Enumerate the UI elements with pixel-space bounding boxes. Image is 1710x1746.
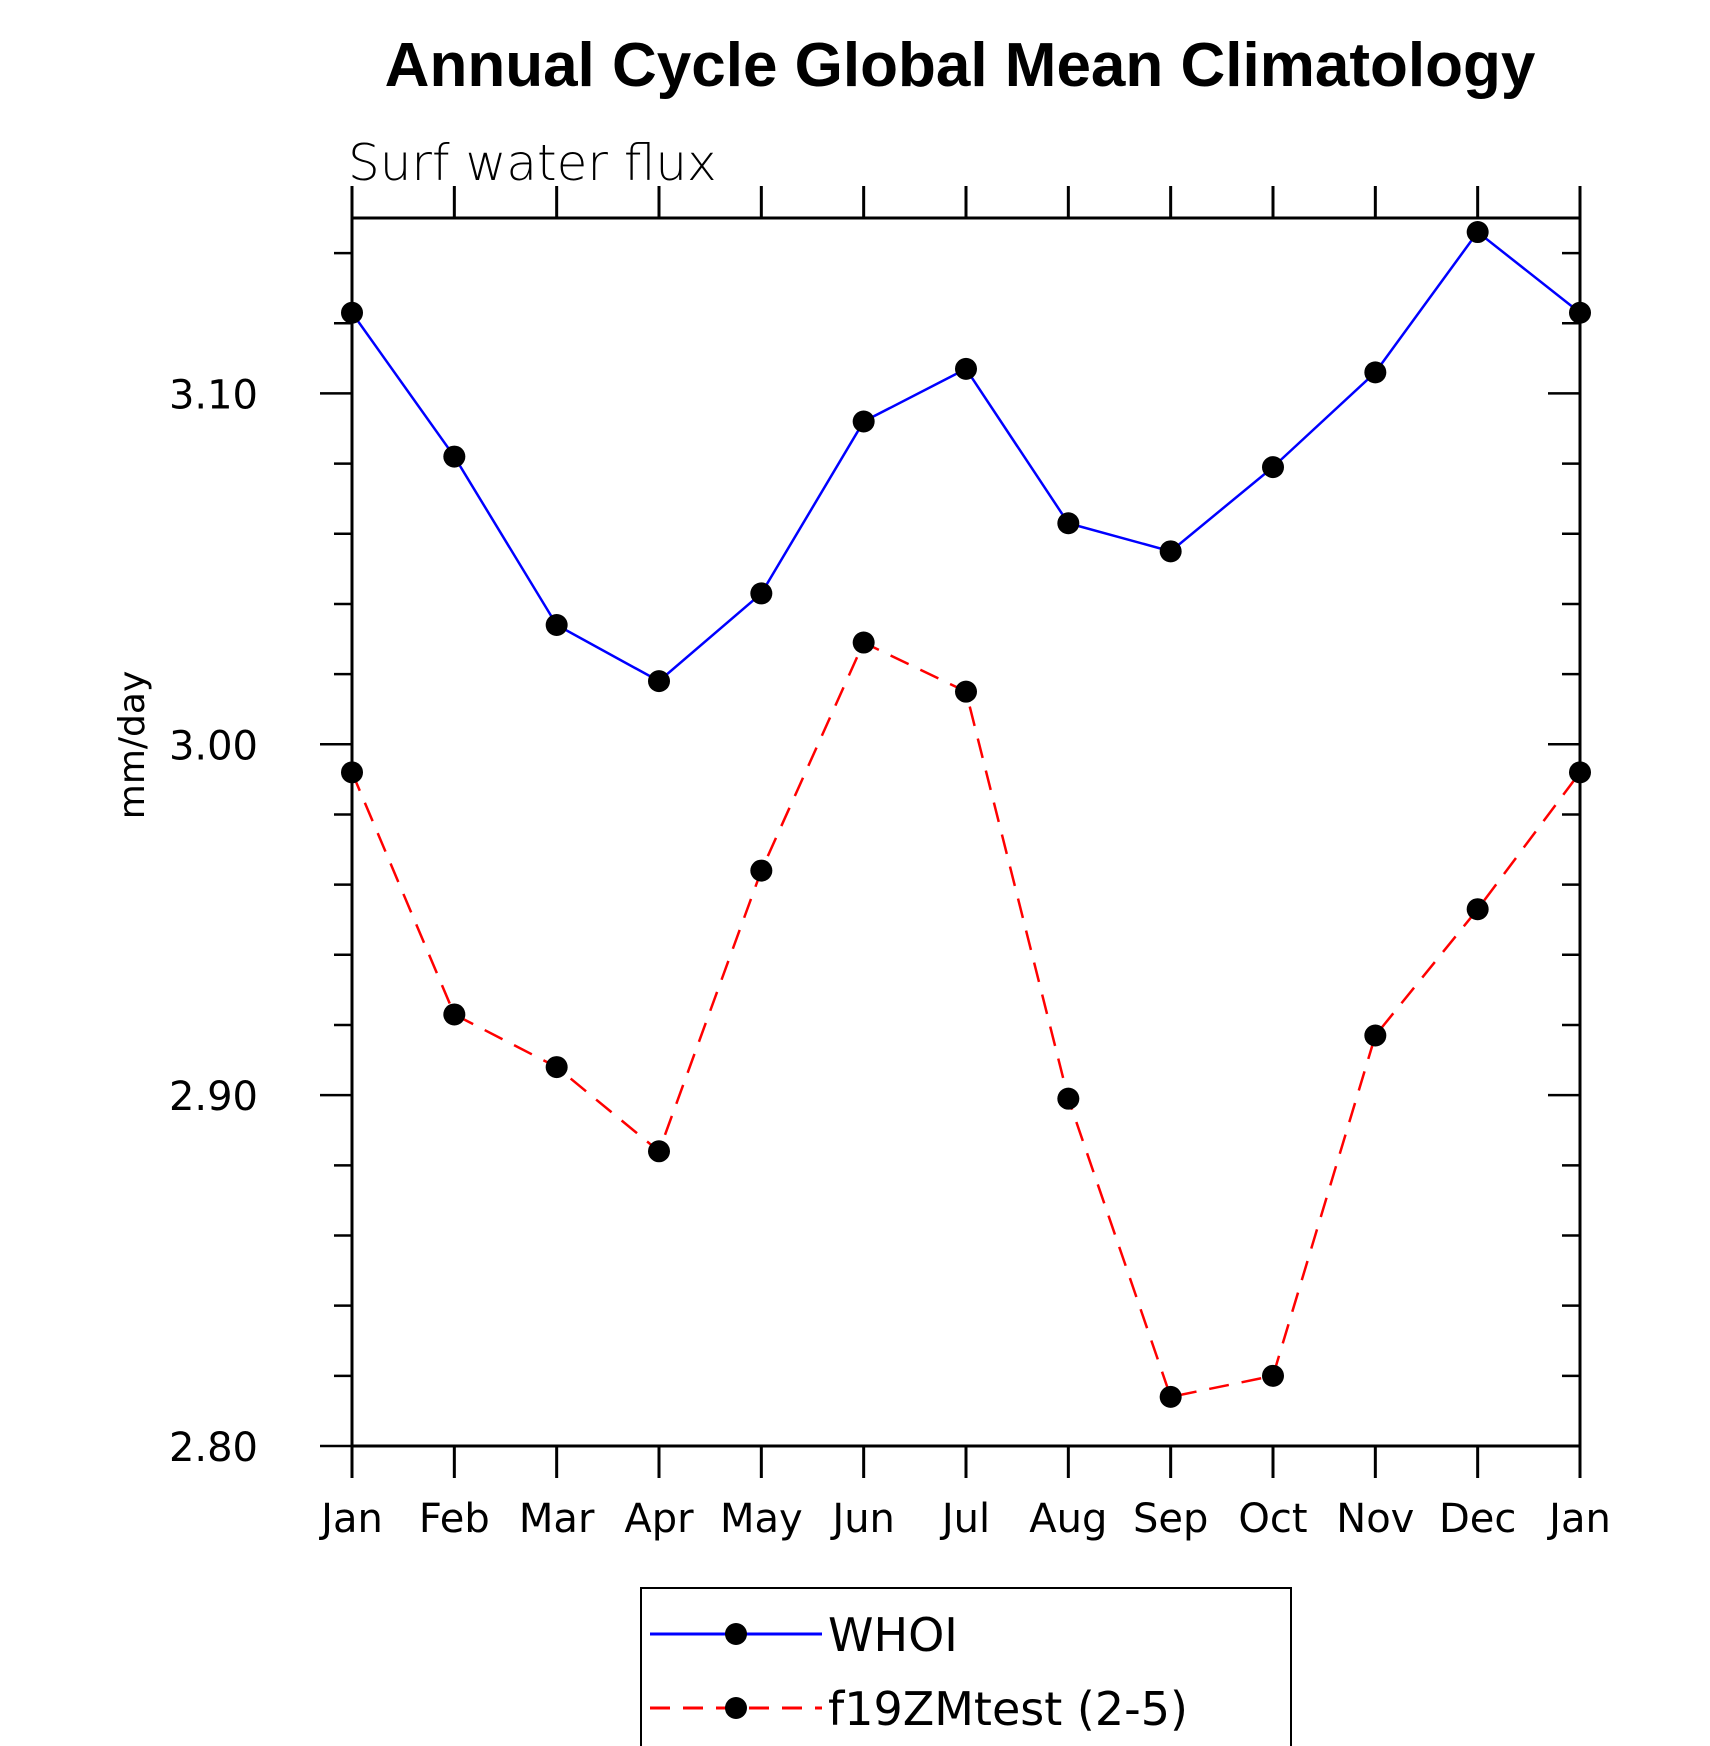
series-line-1 [350,640,1582,1399]
y-axis-ticks: 2.80 2.90 3.00 3.10 [169,251,1580,1471]
x-tick-label: Aug [1029,1496,1107,1542]
data-point [1569,301,1591,324]
data-point [545,613,568,636]
legend-marker-f19zmtest [725,1697,747,1719]
data-point [1364,1024,1387,1047]
data-point [1466,898,1489,921]
data-point [443,445,466,468]
data-point [1057,512,1080,535]
data-point [1057,1087,1080,1110]
x-tick-label: May [720,1496,803,1542]
data-point [1159,540,1182,563]
legend-label-whoi: WHOI [828,1608,958,1662]
y-tick-label: 2.90 [169,1074,258,1120]
x-tick-label: Sep [1133,1496,1208,1542]
data-point [955,357,977,380]
x-tick-label: Jun [829,1496,895,1542]
data-point [1262,456,1284,479]
legend: WHOI f19ZMtest (2-5) [640,1587,1292,1746]
y-tick-label: 3.10 [169,372,258,418]
data-point [1262,1364,1284,1387]
data-point [443,1003,466,1026]
x-tick-label: Jul [939,1496,990,1542]
plot-frame [350,216,1582,1448]
data-point [341,301,363,324]
legend-label-f19zmtest: f19ZMtest (2-5) [828,1682,1188,1736]
x-tick-label: Oct [1238,1496,1307,1542]
chart-title: Annual Cycle Global Mean Climatology [385,31,1536,100]
legend-box [640,1587,1292,1746]
data-point [1466,221,1489,244]
data-point [648,670,670,693]
data-point [852,410,875,433]
series-line-0 [350,230,1581,683]
x-tick-label: Jan [318,1496,383,1542]
y-tick-label: 2.80 [169,1425,258,1471]
data-point [750,582,773,605]
data-point [955,680,977,703]
data-point [341,761,363,784]
x-axis-ticks: Jan Feb Mar Apr May Jun Jul Aug Sep Oct Nov Dec Jan [318,186,1611,1542]
x-tick-label: Jan [1546,1496,1611,1542]
data-point [1159,1385,1182,1408]
data-point [1569,761,1591,784]
x-tick-label: Feb [419,1496,490,1542]
data-point [545,1056,568,1079]
data-point [750,859,773,882]
y-tick-label: 3.00 [169,723,258,769]
x-tick-label: Apr [624,1496,694,1542]
data-point [852,631,875,654]
legend-marker-whoi [725,1623,747,1645]
y-axis-label: mm/day [112,671,153,819]
x-tick-label: Dec [1439,1496,1516,1542]
x-tick-label: Nov [1336,1496,1414,1542]
series-layer [341,221,1591,1408]
data-point [648,1140,670,1163]
x-tick-label: Mar [519,1496,595,1542]
data-point [1364,361,1387,384]
chart-subtitle: Surf water flux [348,134,717,192]
